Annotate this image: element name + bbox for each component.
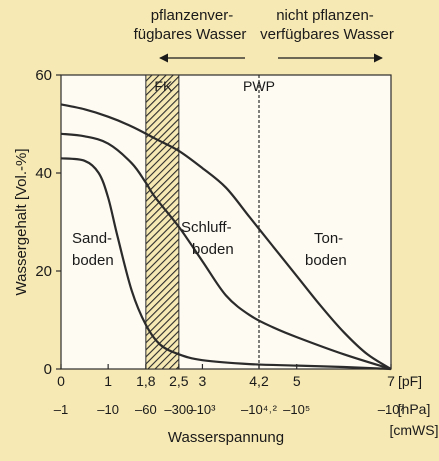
y-tick-label: 60: [35, 67, 52, 84]
x-axis-ticks: 0 1 1,8 2,5 3 4,2 5 7 –1 –10 –60 –300–10³ –10⁴˒² –10⁵…: [54, 364, 405, 417]
y-axis-label: Wassergehalt [Vol.-%]: [13, 148, 30, 295]
x-tick-label-hpa: –10: [97, 402, 119, 417]
x-tick-label-hpa: –10⁷: [378, 402, 405, 417]
x-tick-label-pf: 2,5: [169, 373, 189, 389]
plot-area: [60, 74, 392, 370]
series-label-schluffboden: Schluff- boden: [181, 219, 234, 258]
series-label-sandboden: Sand- boden: [72, 230, 114, 269]
series-layer: [60, 103, 392, 371]
sandboden-label-line-2: boden: [72, 252, 114, 269]
x-tick-label-pf: 1,8: [136, 373, 156, 389]
series-line-schluffboden: [60, 132, 392, 371]
annotation-available-line-2: fügbares Wasser: [134, 26, 247, 43]
y-tick-label: 40: [35, 165, 52, 182]
x-tick-label-hpa: –10³: [189, 402, 216, 417]
fk-label: FK: [154, 78, 173, 94]
x-tick-label-pf: 1: [104, 373, 112, 389]
series-line-sandboden: [60, 157, 392, 371]
y-tick-label: 0: [44, 361, 52, 378]
x-tick-label-pf: 4,2: [249, 373, 269, 389]
x-tick-label-hpa: –60: [135, 402, 157, 417]
x-tick-label-hpa: –1: [54, 402, 68, 417]
y-axis-ticks: 0 20 40 60: [35, 67, 61, 378]
x-unit-pf: [pF]: [398, 373, 422, 389]
annotation-available-line-1: pflanzenver-: [151, 7, 234, 24]
x-tick-label-pf: 3: [199, 373, 207, 389]
x-tick-label-hpa: –300: [164, 402, 193, 417]
x-unit-hpa: [hPa]: [398, 401, 431, 417]
annotation-unavailable-line-2: verfügbares Wasser: [260, 26, 394, 43]
annotation-unavailable-water: nicht pflanzen- verfügbares Wasser: [260, 7, 394, 43]
annotation-unavailable-line-1: nicht pflanzen-: [276, 7, 374, 24]
schluffboden-label-line-2: boden: [192, 241, 234, 258]
pwp-label: PWP: [243, 78, 275, 94]
tonboden-label-line-2: boden: [305, 252, 347, 269]
sandboden-label-line-1: Sand-: [72, 230, 112, 247]
tonboden-label-line-1: Ton-: [314, 230, 343, 247]
series-label-tonboden: Ton- boden: [305, 230, 347, 269]
annotation-available-water: pflanzenver- fügbares Wasser: [134, 7, 247, 43]
x-tick-label-hpa: –10⁴˒²: [241, 402, 278, 417]
x-tick-label-pf: 5: [293, 373, 301, 389]
y-tick-label: 20: [35, 263, 52, 280]
x-unit-cmws: [cmWS]: [390, 422, 439, 438]
series-line-tonboden: [60, 103, 392, 370]
schluffboden-label-line-1: Schluff-: [181, 219, 232, 236]
x-tick-label-pf: 0: [57, 373, 65, 389]
fk-band: [145, 74, 180, 370]
x-tick-label-pf: 7: [387, 373, 395, 389]
x-axis-label: Wasserspannung: [168, 429, 284, 446]
x-tick-label-hpa: –10⁵: [283, 402, 310, 417]
